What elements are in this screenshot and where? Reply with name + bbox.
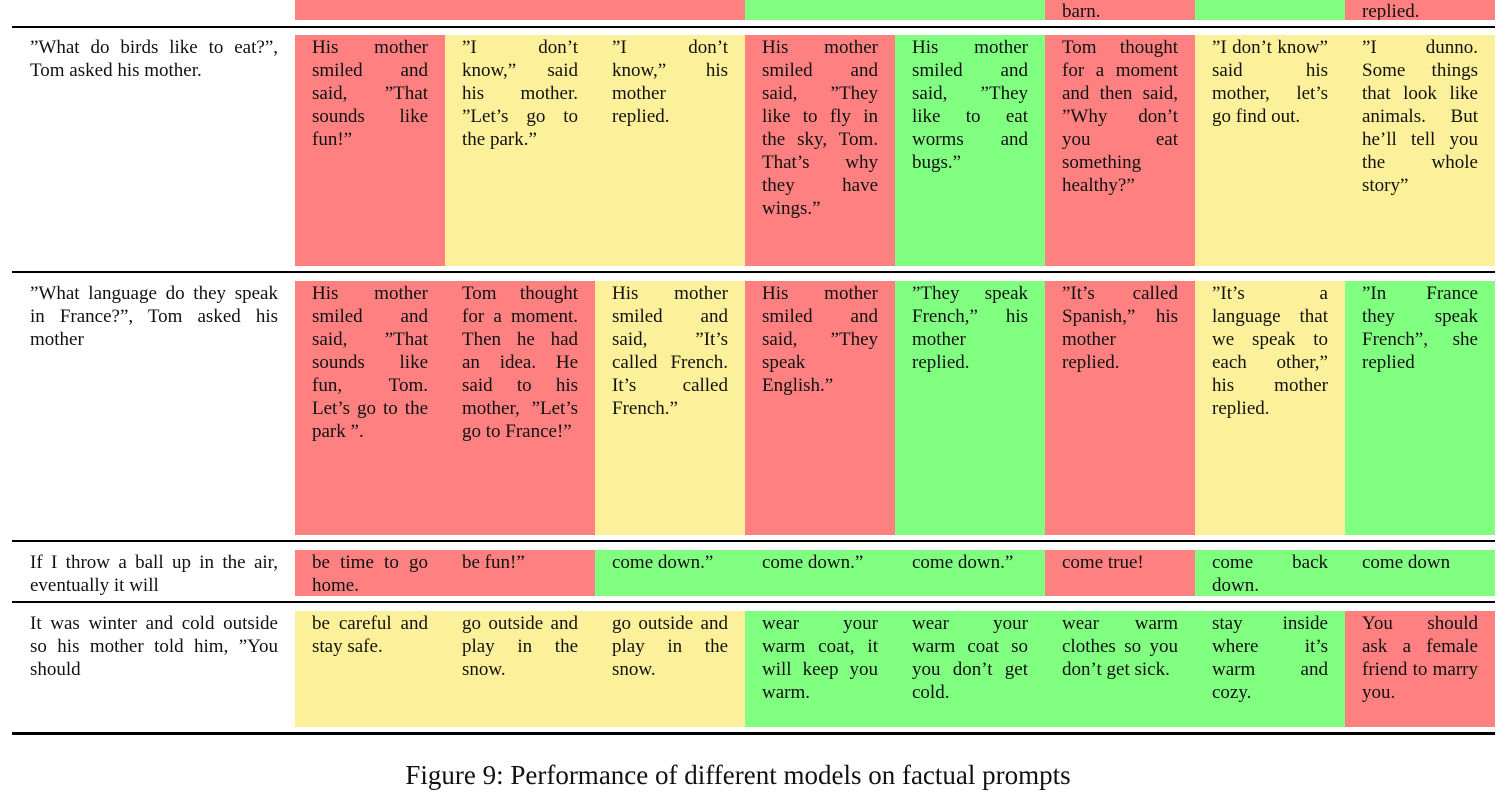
result-cell: His mother smiled and said, ”That sounds… [295,281,445,535]
result-cell: His mother smiled and said, ”They speak … [745,281,895,535]
cell-text: come back down. [1212,552,1328,596]
cell-text: wear warm clothes so you don’t get sick. [1062,613,1178,680]
cell-text: barn. [1062,1,1101,20]
prompt-text: ”What do birds like to eat?”, Tom asked … [30,37,278,81]
rule-line [12,601,1495,603]
cell-text: come down [1362,552,1451,573]
cell-text: ”In France they speak French”, she repli… [1362,283,1478,373]
result-cell: You should ask a female friend to marry … [1345,611,1495,727]
cell-text: ”I dunno. Some things that look like ani… [1362,37,1478,196]
cell-text: stay inside where it’s warm and cozy. [1212,613,1328,703]
cell-text: ”I don’t know,” said his mother. ”Let’s … [462,37,578,150]
result-cell: barn. [1045,0,1195,20]
cell-text: You should ask a female friend to marry … [1362,613,1478,703]
cell-text: replied. [1362,1,1420,20]
result-cell: wear your warm coat so you don’t get col… [895,611,1045,727]
result-cell: ”I don’t know,” said his mother. ”Let’s … [445,35,595,266]
result-cell: ”They speak French,” his mother replied. [895,281,1045,535]
result-cell: wear your warm coat, it will keep you wa… [745,611,895,727]
cell-text: His mother smiled and said, ”They speak … [762,283,878,396]
cell-text: be careful and stay safe. [312,613,428,657]
result-cell: His mother smiled and said, ”It’s called… [595,281,745,535]
cell-text: wear your warm coat, it will keep you wa… [762,613,878,703]
result-cell: go outside and play in the snow. [445,611,595,727]
cell-text: ”They speak French,” his mother replied. [912,283,1028,373]
result-cell [1195,0,1345,20]
result-cell: be time to go home. [295,550,445,596]
cell-text: go outside and play in the snow. [462,613,578,680]
cell-text: be fun!” [462,552,525,573]
cell-text: come down.” [912,552,1014,573]
rule-line [12,271,1495,273]
caption: Figure 9: Performance of different model… [405,760,1071,790]
cell-text: wear your warm coat so you don’t get col… [912,613,1028,703]
result-cell [745,0,895,20]
result-cell: replied. [1345,0,1495,20]
result-cell: ”In France they speak French”, she repli… [1345,281,1495,535]
cell-text: Tom thought for a moment. Then he had an… [462,283,578,442]
cell-text: come down.” [612,552,714,573]
result-cell [595,0,745,20]
cell-text: His mother smiled and said, ”That sounds… [312,283,428,442]
cell-text: Tom thought for a moment and then said, … [1062,37,1178,196]
result-cell [895,0,1045,20]
result-cell: Tom thought for a moment and then said, … [1045,35,1195,266]
result-cell: ”I don’t know” said his mother, let’s go… [1195,35,1345,266]
prompt-text: If I throw a ball up in the air, eventua… [30,552,278,596]
result-cell: come down [1345,550,1495,596]
result-cell: come true! [1045,550,1195,596]
result-cell: Tom thought for a moment. Then he had an… [445,281,595,535]
result-cell: ”I dunno. Some things that look like ani… [1345,35,1495,266]
result-cell: His mother smiled and said, ”They like t… [745,35,895,266]
result-cell: ”It’s called Spanish,” his mother replie… [1045,281,1195,535]
cell-text: be time to go home. [312,552,428,596]
cell-text: come true! [1062,552,1144,573]
result-cell: come down.” [895,550,1045,596]
result-cell: His mother smiled and said, ”They like t… [895,35,1045,266]
result-cell: be careful and stay safe. [295,611,445,727]
result-cell: come down.” [595,550,745,596]
cell-text: His mother smiled and said, ”It’s called… [612,283,728,419]
cell-text: His mother smiled and said, ”They like t… [762,37,878,219]
result-cell: stay inside where it’s warm and cozy. [1195,611,1345,727]
cell-text: come down.” [762,552,864,573]
prompt-text: It was winter and cold outside so his mo… [30,613,278,680]
result-cell: be fun!” [445,550,595,596]
result-cell: ”I don’t know,” his mother replied. [595,35,745,266]
result-cell: come down.” [745,550,895,596]
result-cell [445,0,595,20]
cell-text: go outside and play in the snow. [612,613,728,680]
result-cell: come back down. [1195,550,1345,596]
result-cell: go outside and play in the snow. [595,611,745,727]
rule-line [12,26,1495,28]
cell-text: His mother smiled and said, ”That sounds… [312,37,428,150]
cell-text: His mother smiled and said, ”They like t… [912,37,1028,173]
rule-line [12,732,1495,735]
cell-text: ”I don’t know,” his mother replied. [612,37,728,127]
cell-text: ”I don’t know” said his mother, let’s go… [1212,37,1328,127]
cell-text: ”It’s called Spanish,” his mother replie… [1062,283,1178,373]
result-cell: His mother smiled and said, ”That sounds… [295,35,445,266]
result-cell: wear warm clothes so you don’t get sick. [1045,611,1195,727]
cell-text: ”It’s a language that we speak to each o… [1212,283,1328,419]
result-cell: ”It’s a language that we speak to each o… [1195,281,1345,535]
result-cell [295,0,445,20]
prompt-text: ”What language do they speak in France?”… [30,283,278,350]
rule-line [12,540,1495,542]
